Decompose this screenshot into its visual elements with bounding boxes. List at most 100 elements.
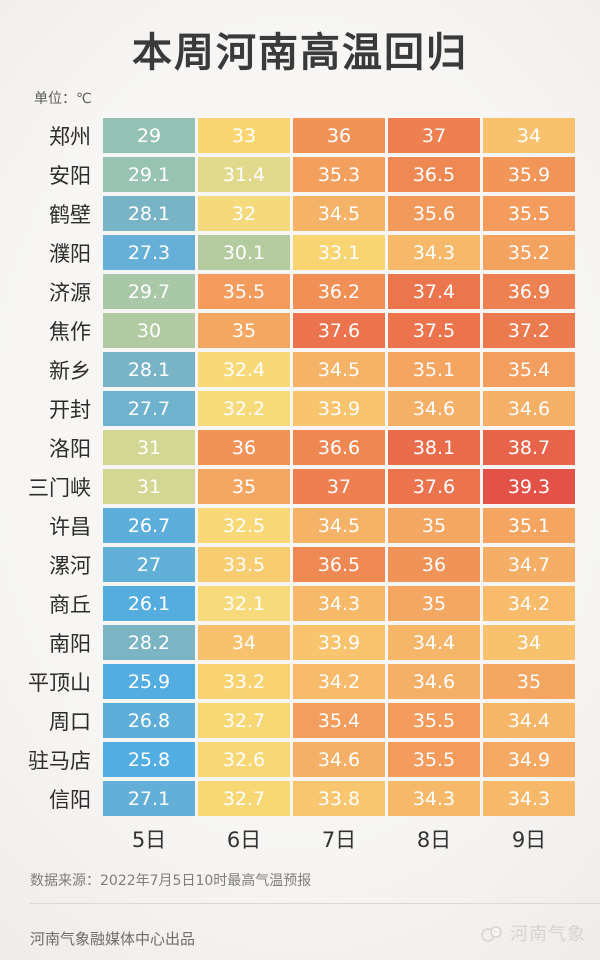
table-row: 洛阳 31 36 36.6 38.1 38.7 bbox=[30, 430, 575, 465]
footer-divider bbox=[30, 903, 600, 904]
temp-cell: 29.1 bbox=[103, 157, 195, 192]
temp-cell: 39.3 bbox=[483, 469, 575, 504]
temp-cell: 35.5 bbox=[198, 274, 290, 309]
temp-cell: 26.8 bbox=[103, 703, 195, 738]
temp-cell: 28.2 bbox=[103, 625, 195, 660]
temp-cell: 27.1 bbox=[103, 781, 195, 816]
temp-cell: 34.3 bbox=[388, 781, 480, 816]
table-row: 三门峡 31 35 37 37.6 39.3 bbox=[28, 469, 575, 504]
temp-cell: 27.3 bbox=[103, 235, 195, 270]
temp-cell: 35.5 bbox=[483, 196, 575, 231]
temp-cell: 32.5 bbox=[198, 508, 290, 543]
column-header-date: 7日 bbox=[321, 828, 357, 852]
temp-cell: 37.4 bbox=[388, 274, 480, 309]
table-row: 漯河 27 33.5 36.5 36 34.7 bbox=[30, 547, 575, 582]
temp-cell: 36.2 bbox=[293, 274, 385, 309]
row-label-city: 安阳 bbox=[49, 163, 91, 188]
temp-cell: 37 bbox=[388, 118, 480, 153]
temp-cell: 35.3 bbox=[293, 157, 385, 192]
temp-cell: 30.1 bbox=[198, 235, 290, 270]
temp-cell: 34.5 bbox=[293, 508, 385, 543]
table-row: 济源 29.7 35.5 36.2 37.4 36.9 bbox=[30, 274, 575, 309]
temp-cell: 36.5 bbox=[388, 157, 480, 192]
column-header-date: 8日 bbox=[416, 828, 452, 852]
row-label-city: 许昌 bbox=[49, 514, 91, 539]
temp-cell: 30 bbox=[103, 313, 195, 348]
temp-cell: 33.2 bbox=[198, 664, 290, 699]
column-header-date: 6日 bbox=[226, 828, 262, 852]
table-row: 新乡 28.1 32.4 34.5 35.1 35.4 bbox=[30, 352, 575, 387]
temp-cell: 32.1 bbox=[198, 586, 290, 621]
temp-cell: 35.4 bbox=[293, 703, 385, 738]
temp-cell: 29.7 bbox=[103, 274, 195, 309]
temp-cell: 35.5 bbox=[388, 703, 480, 738]
temp-cell: 36.5 bbox=[293, 547, 385, 582]
temp-cell: 34.4 bbox=[483, 703, 575, 738]
temp-cell: 34.5 bbox=[293, 196, 385, 231]
temp-cell: 36 bbox=[293, 118, 385, 153]
temp-cell: 35 bbox=[483, 664, 575, 699]
temp-cell: 33 bbox=[198, 118, 290, 153]
temp-cell: 29 bbox=[103, 118, 195, 153]
row-label-city: 鹤壁 bbox=[49, 202, 91, 227]
weather-cloud-icon bbox=[480, 923, 506, 943]
watermark-label: 河南气象 bbox=[510, 924, 586, 945]
temp-cell: 33.1 bbox=[293, 235, 385, 270]
row-label-city: 三门峡 bbox=[28, 475, 91, 500]
temp-cell: 32.2 bbox=[198, 391, 290, 426]
temp-cell: 34.6 bbox=[483, 391, 575, 426]
temp-cell: 35.6 bbox=[388, 196, 480, 231]
temp-cell: 32.7 bbox=[198, 703, 290, 738]
column-header-date: 9日 bbox=[511, 828, 547, 852]
row-label-city: 周口 bbox=[49, 709, 91, 734]
unit-label: 单位：℃ bbox=[34, 91, 92, 107]
temp-cell: 26.7 bbox=[103, 508, 195, 543]
temp-cell: 33.5 bbox=[198, 547, 290, 582]
temp-cell: 34.9 bbox=[483, 742, 575, 777]
temp-cell: 33.8 bbox=[293, 781, 385, 816]
date-axis-row: 5日 6日 7日 8日 9日 bbox=[30, 824, 575, 854]
temp-cell: 38.1 bbox=[388, 430, 480, 465]
table-row: 商丘 26.1 32.1 34.3 35 34.2 bbox=[30, 586, 575, 621]
temp-cell: 34.5 bbox=[293, 352, 385, 387]
temp-cell: 25.9 bbox=[103, 664, 195, 699]
table-row: 信阳 27.1 32.7 33.8 34.3 34.3 bbox=[30, 781, 575, 816]
temp-cell: 35.2 bbox=[483, 235, 575, 270]
column-header-date: 5日 bbox=[131, 828, 167, 852]
temp-cell: 34.3 bbox=[388, 235, 480, 270]
data-source-note: 数据来源：2022年7月5日10时最高气温预报 bbox=[30, 873, 312, 889]
temp-cell: 35 bbox=[198, 313, 290, 348]
table-row: 安阳 29.1 31.4 35.3 36.5 35.9 bbox=[30, 157, 575, 192]
temp-cell: 35.1 bbox=[388, 352, 480, 387]
temp-cell: 36.9 bbox=[483, 274, 575, 309]
temp-cell: 32.7 bbox=[198, 781, 290, 816]
temp-cell: 34.6 bbox=[388, 664, 480, 699]
temp-cell: 36 bbox=[388, 547, 480, 582]
table-row: 平顶山 25.9 33.2 34.2 34.6 35 bbox=[28, 664, 575, 699]
table-row: 濮阳 27.3 30.1 33.1 34.3 35.2 bbox=[30, 235, 575, 270]
temp-cell: 35.1 bbox=[483, 508, 575, 543]
temp-cell: 34 bbox=[483, 118, 575, 153]
temp-cell: 37.6 bbox=[388, 469, 480, 504]
row-label-city: 郑州 bbox=[49, 124, 91, 149]
row-label-city: 信阳 bbox=[49, 787, 91, 812]
row-label-city: 新乡 bbox=[49, 358, 91, 383]
temp-cell: 31.4 bbox=[198, 157, 290, 192]
temp-cell: 32 bbox=[198, 196, 290, 231]
temp-cell: 35 bbox=[388, 508, 480, 543]
row-label-city: 濮阳 bbox=[49, 241, 91, 266]
brand-watermark: 河南气象 bbox=[480, 920, 586, 946]
temp-cell: 35.9 bbox=[483, 157, 575, 192]
table-row: 许昌 26.7 32.5 34.5 35 35.1 bbox=[30, 508, 575, 543]
table-row: 鹤壁 28.1 32 34.5 35.6 35.5 bbox=[30, 196, 575, 231]
row-label-city: 驻马店 bbox=[28, 748, 91, 773]
temp-cell: 33.9 bbox=[293, 625, 385, 660]
row-label-city: 济源 bbox=[49, 280, 91, 305]
temp-cell: 35.5 bbox=[388, 742, 480, 777]
table-row: 郑州 29 33 36 37 34 bbox=[30, 118, 575, 153]
temp-cell: 37.5 bbox=[388, 313, 480, 348]
temp-cell: 35 bbox=[388, 586, 480, 621]
table-row: 驻马店 25.8 32.6 34.6 35.5 34.9 bbox=[28, 742, 575, 777]
temp-cell: 28.1 bbox=[103, 352, 195, 387]
